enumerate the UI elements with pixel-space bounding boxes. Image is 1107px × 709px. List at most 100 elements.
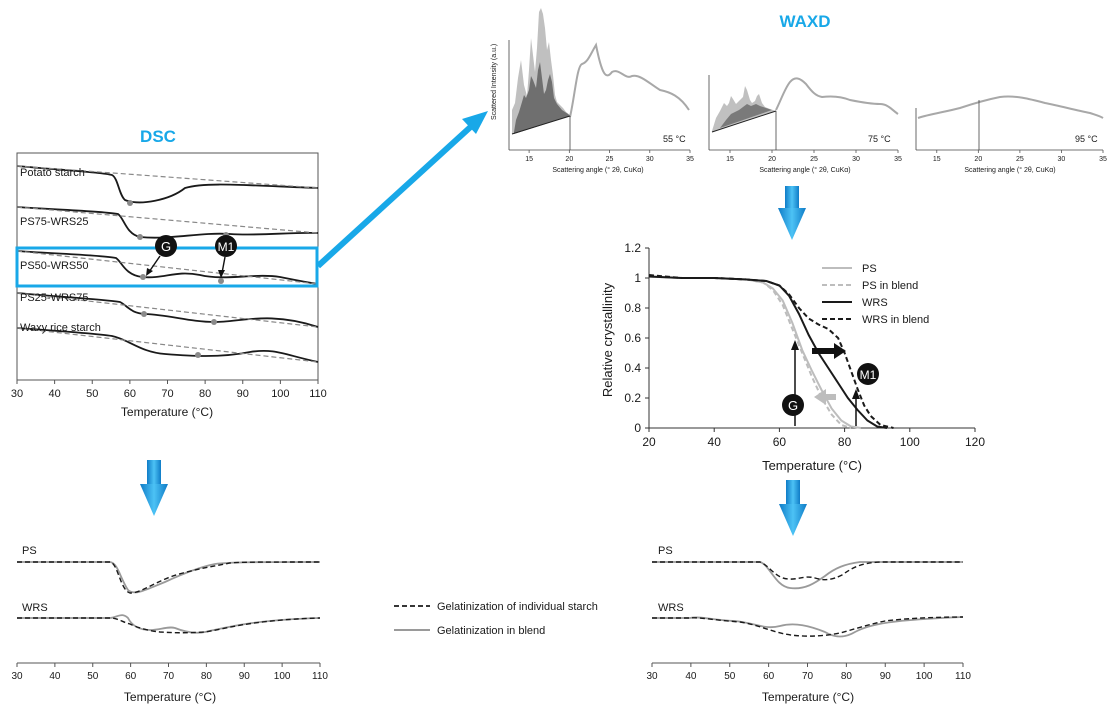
bottom-right-tick-label: 60 (763, 671, 775, 682)
dsc-marker-dot (137, 234, 143, 240)
crystallinity-x-tick-label: 120 (965, 435, 985, 449)
crystallinity-y-tick-label: 0.4 (624, 361, 641, 375)
waxd-peak-fill-dark-75 (720, 104, 772, 128)
bottom-right-x-ticks: 30 40 50 60 70 80 90 100 110 (646, 663, 971, 682)
bottom-left-tick-label: 40 (49, 671, 61, 682)
crystallinity-y-tick-label: 1 (634, 271, 641, 285)
waxd-tick-label: 35 (686, 156, 694, 163)
waxd-tick-label: 15 (933, 156, 941, 163)
dsc-x-label: Temperature (°C) (121, 405, 213, 419)
dsc-g-arrowhead (146, 268, 153, 276)
dsc-tick-label: 60 (124, 388, 136, 400)
dsc-marker-dot (218, 278, 224, 284)
dsc-marker-dot (140, 274, 146, 280)
ps-shift-arrow (814, 389, 836, 405)
bottom-left-tick-label: 80 (201, 671, 213, 682)
dsc-down-arrow (140, 460, 168, 516)
dsc-curve-ps50 (16, 250, 319, 285)
bottom-right-tick-label: 110 (955, 671, 971, 682)
bottom-left-x-label: Temperature (°C) (124, 690, 216, 704)
crystallinity-x-tick-label: 40 (708, 435, 722, 449)
crystallinity-y-tick-label: 1.2 (624, 241, 641, 255)
dsc-m1-arrowhead (218, 270, 225, 278)
waxd-tick-label: 30 (646, 156, 654, 163)
wrs-shift-arrow (812, 343, 846, 359)
dsc-marker-dot (127, 200, 133, 206)
waxd-panel-95 (915, 95, 1104, 151)
dsc-tick-label: 100 (271, 388, 289, 400)
bottom-right-tick-label: 90 (880, 671, 892, 682)
bottom-right-label-wrs: WRS (658, 602, 684, 614)
crystallinity-m1-text: M1 (860, 368, 877, 382)
dsc-tick-label: 90 (237, 388, 249, 400)
waxd-tick-label: 20 (565, 156, 573, 163)
dsc-tick-label: 80 (199, 388, 211, 400)
waxd-down-arrow (778, 186, 806, 240)
waxd-ticks-75: 15 20 25 30 35 (726, 150, 902, 163)
dsc-label-potato-starch: Potato starch (20, 167, 85, 179)
waxd-ticks-55: 15 20 25 30 35 (525, 150, 694, 163)
bottom-left-curves (17, 561, 321, 634)
waxd-amorphous-55 (569, 42, 690, 118)
bottom-left-label-wrs: WRS (22, 602, 48, 614)
dsc-baseline-potato-starch (16, 165, 319, 189)
dsc-marker-dot (141, 311, 147, 317)
waxd-temp-75: 75 °C (868, 134, 891, 144)
waxd-ticks-95: 15 20 25 30 35 (933, 150, 1107, 163)
waxd-x-label-55: Scattering angle (° 2θ, CuKα) (552, 166, 643, 174)
waxd-temp-95: 95 °C (1075, 134, 1098, 144)
waxd-amorphous-95 (917, 95, 1104, 119)
waxd-tick-label: 35 (894, 156, 902, 163)
bottom-left-tick-label: 100 (274, 671, 291, 682)
crystallinity-x-tick-label: 20 (642, 435, 656, 449)
dsc-m1-text: M1 (218, 240, 235, 254)
waxd-tick-label: 20 (768, 156, 776, 163)
dsc-label-ps25-wrs75: PS25-WRS75 (20, 292, 88, 304)
waxd-tick-label: 35 (1099, 156, 1107, 163)
dsc-tick-label: 70 (161, 388, 173, 400)
dsc-label-ps75-wrs25: PS75-WRS25 (20, 216, 88, 228)
bottom-right-tick-label: 100 (916, 671, 933, 682)
waxd-panel-75 (708, 75, 899, 151)
crystallinity-series (648, 274, 894, 429)
waxd-tick-label: 15 (726, 156, 734, 163)
bottom-right-tick-label: 50 (724, 671, 736, 682)
crystallinity-x-tick-label: 60 (773, 435, 787, 449)
bottom-left-x-ticks: 30 40 50 60 70 80 90 100 110 (11, 663, 328, 682)
crystallinity-x-label: Temperature (°C) (762, 458, 862, 473)
crystallinity-g-text: G (788, 398, 798, 413)
dsc-baseline-ps50 (16, 250, 319, 285)
dsc-curve-wrs (16, 327, 319, 363)
legend-entry: WRS (862, 297, 888, 309)
bottom-right-x-label: Temperature (°C) (762, 690, 854, 704)
crystallinity-y-tick-label: 0.8 (624, 301, 641, 315)
dsc-g-marker (155, 235, 177, 257)
series-line-wrs (648, 275, 888, 429)
dsc-tick-label: 110 (309, 388, 327, 400)
bottom-left-label-ps: PS (22, 545, 37, 557)
crystallinity-down-arrow (779, 480, 807, 536)
crystallinity-legend: PS PS in blend WRS WRS in blend (822, 263, 929, 326)
dsc-label-ps50-wrs50: PS50-WRS50 (20, 260, 88, 272)
bottom-left-tick-label: 70 (163, 671, 175, 682)
waxd-title: WAXD (780, 12, 831, 31)
bottom-left-tick-label: 110 (312, 671, 328, 682)
dsc-g-text: G (161, 239, 171, 254)
dsc-tick-label: 40 (49, 388, 61, 400)
bottom-left-tick-label: 50 (87, 671, 99, 682)
crystallinity-m1-marker (857, 363, 879, 385)
waxd-tick-label: 15 (525, 156, 533, 163)
dsc-baseline-ps25 (16, 292, 319, 328)
dsc-g-arrow (148, 255, 161, 273)
bottom-right-tick-label: 70 (802, 671, 814, 682)
bottom-right-tick-label: 40 (685, 671, 697, 682)
legend-entry: WRS in blend (862, 314, 929, 326)
waxd-tick-label: 30 (1058, 156, 1066, 163)
dsc-label-waxy-rice-starch: Waxy rice starch (20, 322, 101, 334)
legend-entry: PS in blend (862, 280, 918, 292)
dsc-to-waxd-arrowhead (462, 111, 488, 134)
crystallinity-y-tick-label: 0 (634, 421, 641, 435)
waxd-amorphous-75 (775, 77, 899, 115)
crystallinity-x-tick-label: 100 (900, 435, 920, 449)
